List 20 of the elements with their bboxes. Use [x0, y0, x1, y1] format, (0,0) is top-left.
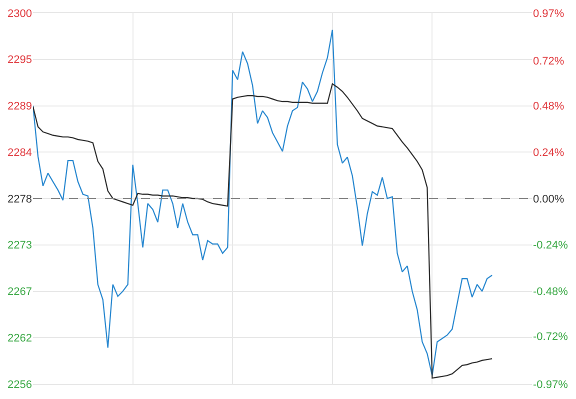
- y-tick-label: 2284: [8, 146, 32, 159]
- y2-tick-label: 0.97%: [533, 8, 564, 20]
- y2-tick-label: -0.72%: [533, 331, 568, 344]
- y-tick-label: 2273: [8, 240, 32, 252]
- y2-tick-label: -0.24%: [533, 240, 568, 252]
- y-tick-label: 2295: [8, 54, 32, 66]
- y-tick-label: 2256: [8, 378, 32, 391]
- line-series: [33, 83, 493, 379]
- y2-tick-label: -0.48%: [533, 286, 568, 298]
- y2-tick-label: 0.24%: [533, 146, 564, 159]
- y-tick-label: 2289: [8, 100, 32, 113]
- y2-tick-label: 0.00%: [533, 193, 564, 206]
- y-tick-label: 2278: [8, 193, 32, 206]
- y-tick-label: 2300: [8, 8, 32, 20]
- line-series: [33, 29, 493, 376]
- y-tick-label: 2262: [8, 332, 32, 344]
- y-tick-label: 2267: [8, 286, 32, 298]
- y2-tick-label: 0.72%: [533, 56, 564, 68]
- y2-tick-label: -0.97%: [533, 378, 568, 391]
- y2-tick-label: 0.48%: [533, 100, 564, 113]
